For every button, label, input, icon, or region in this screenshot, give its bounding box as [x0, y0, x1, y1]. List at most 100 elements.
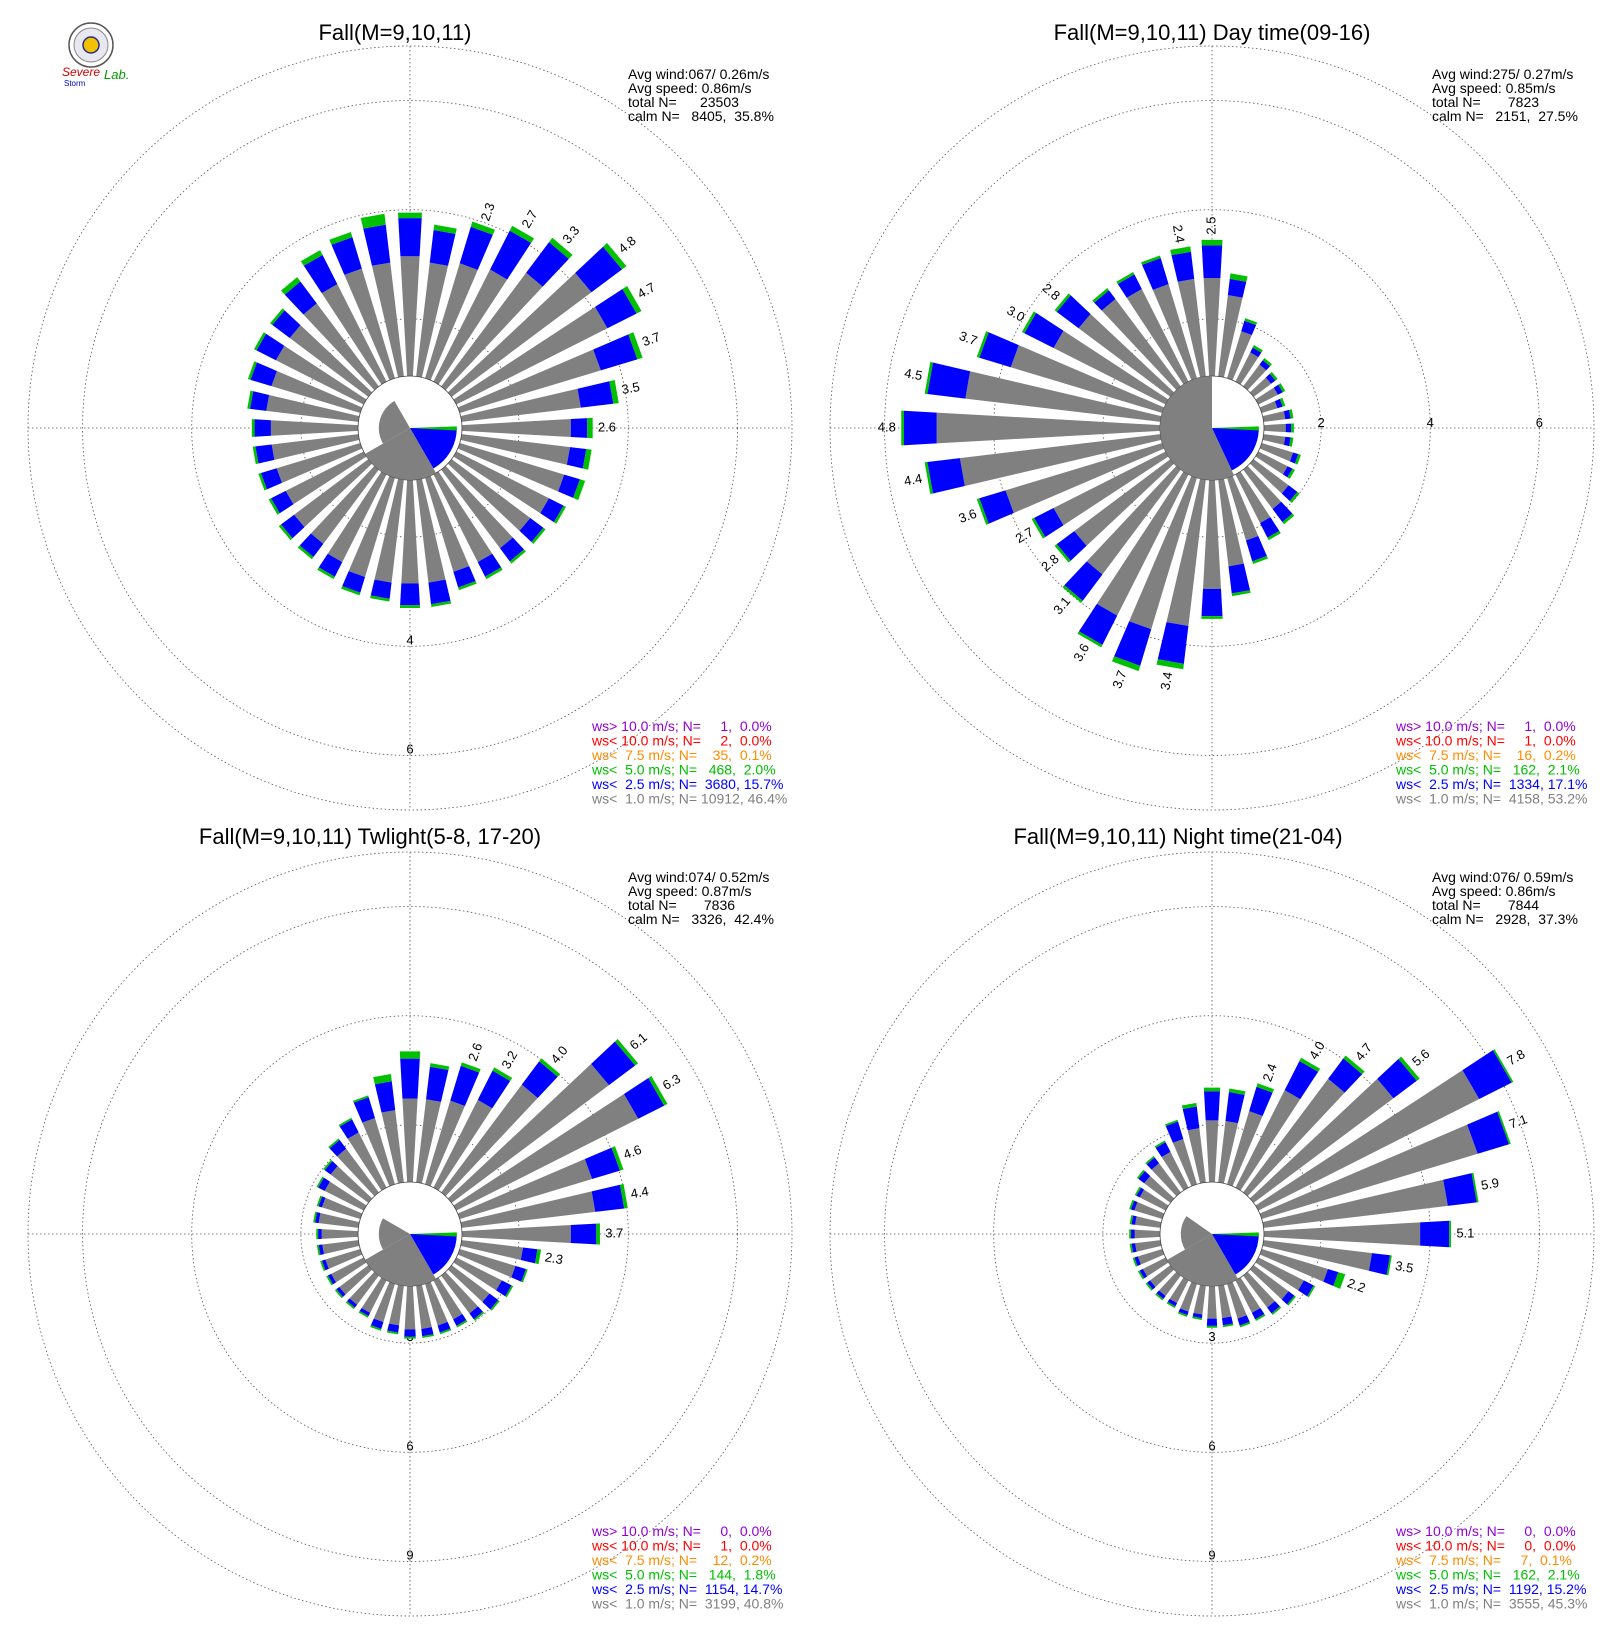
stats-line-1: Avg wind:076/ 0.59m/s: [1432, 869, 1573, 885]
stats-line-1: Avg wind:275/ 0.27m/s: [1432, 66, 1573, 82]
calm-wedge-2: [1160, 376, 1234, 481]
bar-gray-11: [1259, 1249, 1328, 1282]
bar-green-26: [252, 446, 259, 465]
bar-green-31: [1054, 293, 1071, 312]
bar-blue-33: [339, 1119, 359, 1139]
bar-green-7: [628, 332, 643, 360]
sector-label-24: 2.7: [1013, 524, 1036, 546]
bar-gray-31: [1078, 313, 1175, 397]
bar-gray-5: [447, 272, 592, 397]
calm-wedge-0: [1212, 1234, 1259, 1275]
bar-gray-12: [1255, 451, 1288, 475]
bar-green-27: [316, 1228, 319, 1240]
bar-gray-8: [460, 388, 581, 422]
bar-gray-21: [1169, 1277, 1189, 1304]
legend-entry-3: ws< 7.5 m/s; N= 12, 0.2%: [591, 1552, 772, 1568]
bar-blue-6: [623, 1078, 665, 1119]
bar-gray-35: [1187, 1128, 1206, 1184]
bar-gray-33: [1126, 289, 1189, 385]
bar-gray-35: [1177, 278, 1206, 378]
ring-label-3: 3: [1208, 1329, 1215, 1344]
bar-gray-31: [330, 1166, 373, 1203]
bar-gray-32: [337, 1148, 379, 1197]
bar-green-16: [1239, 1321, 1251, 1328]
bar-green-10: [1386, 1255, 1392, 1276]
bar-gray-8: [1262, 1179, 1448, 1228]
bar-gray-29: [271, 370, 363, 413]
bar-green-12: [1287, 468, 1295, 479]
bar-blue-1: [1227, 278, 1247, 298]
bar-green-7: [611, 1146, 624, 1171]
bar-gray-10: [1262, 434, 1286, 445]
bar-blue-7: [1274, 398, 1283, 409]
bar-gray-12: [453, 451, 549, 514]
bar-blue-25: [260, 468, 282, 490]
logo-text-severe: Severe: [62, 65, 100, 79]
bar-blue-11: [511, 1265, 526, 1282]
bar-gray-14: [1243, 465, 1282, 509]
bar-gray-25: [1005, 443, 1165, 513]
bar-gray-18: [401, 479, 419, 584]
bar-gray-7: [1259, 401, 1278, 413]
bar-blue-28: [315, 1212, 321, 1224]
bar-gray-10: [460, 434, 571, 465]
bar-blue-0: [398, 218, 422, 257]
bar-gray-21: [361, 1277, 387, 1313]
bar-gray-32: [1101, 298, 1181, 391]
bar-green-33: [300, 250, 323, 266]
bar-green-4: [1262, 357, 1272, 367]
bar-green-23: [278, 524, 293, 541]
bar-blue-1: [1225, 1092, 1245, 1124]
bar-blue-5: [1265, 373, 1276, 384]
bar-green-35: [1170, 246, 1191, 256]
legend-entry-4: ws< 5.0 m/s; N= 162, 2.1%: [1395, 1567, 1580, 1583]
bar-green-24: [268, 498, 280, 515]
bar-blue-10: [566, 447, 587, 469]
bar-blue-7: [593, 334, 638, 371]
bar-gray-11: [457, 1249, 516, 1278]
bar-green-8: [609, 379, 619, 404]
bar-gray-6: [1255, 387, 1278, 405]
bar-green-0: [399, 1051, 421, 1059]
bar-gray-29: [321, 1197, 363, 1219]
bar-gray-17: [1218, 1284, 1232, 1319]
bar-blue-13: [482, 1293, 499, 1310]
calm-wedge-1: [1212, 426, 1259, 431]
bar-blue-34: [1142, 258, 1169, 290]
bar-blue-14: [499, 537, 525, 562]
outer-ring: [829, 45, 1595, 811]
bar-green-10: [535, 1249, 542, 1265]
bar-blue-15: [477, 553, 502, 577]
bar-green-22: [297, 545, 314, 560]
bar-gray-18: [404, 1285, 416, 1330]
legend-entry-3: ws< 7.5 m/s; N= 35, 0.1%: [591, 747, 772, 763]
bar-blue-18: [1206, 1318, 1218, 1326]
bar-gray-9: [1263, 1222, 1421, 1246]
bar-blue-10: [1283, 436, 1291, 447]
calm-wedge-2: [364, 1234, 436, 1286]
bar-blue-30: [1136, 1187, 1145, 1198]
bar-green-3: [1252, 345, 1263, 353]
calm-wedge-1: [410, 426, 457, 431]
bar-green-4: [549, 237, 573, 259]
bar-blue-16: [437, 1321, 451, 1333]
bar-green-17: [1222, 1323, 1234, 1328]
bar-blue-17: [1222, 1316, 1234, 1326]
legend-entry-4: ws< 5.0 m/s; N= 144, 1.8%: [591, 1567, 776, 1583]
ring-label-9: 9: [1208, 1547, 1215, 1562]
bar-gray-3: [433, 269, 508, 385]
bar-green-13: [1289, 491, 1300, 503]
bar-blue-31: [324, 1161, 338, 1175]
bar-green-3: [492, 1067, 513, 1081]
bar-gray-12: [1255, 1257, 1304, 1291]
calm-wedge-0: [410, 1234, 457, 1275]
stats-line-2: Avg speed: 0.86m/s: [1432, 883, 1555, 899]
bar-green-9: [596, 1223, 600, 1245]
bar-green-34: [352, 1095, 369, 1103]
bar-gray-4: [441, 1084, 538, 1197]
bar-gray-34: [1172, 1138, 1197, 1187]
bar-green-33: [1154, 1140, 1166, 1148]
bar-gray-21: [1096, 471, 1189, 616]
bar-blue-29: [250, 362, 277, 387]
bar-blue-27: [254, 419, 271, 437]
